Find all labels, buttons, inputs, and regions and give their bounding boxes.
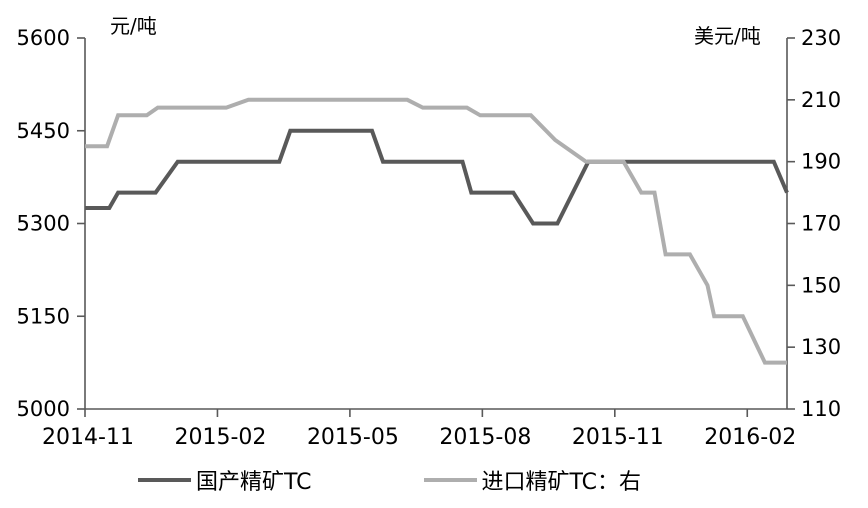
legend-label-domestic: 国产精矿TC	[196, 470, 312, 495]
right-axis-tick-label: 190	[801, 150, 841, 174]
legend-line-swatch-imported	[423, 478, 477, 482]
series-line-1	[85, 97, 787, 365]
left-axis-tick-label: 5300	[17, 212, 70, 236]
legend-item-domestic-tc: 国产精矿TC	[138, 464, 312, 496]
left-axis-unit-label: 元/吨	[110, 14, 157, 38]
right-axis-tick-label: 170	[801, 212, 841, 236]
right-axis-tick-label: 210	[801, 88, 841, 112]
x-axis-tick-label: 2015-05	[307, 425, 399, 450]
legend-line-swatch-domestic	[138, 478, 191, 482]
left-axis-tick-label: 5450	[17, 119, 70, 143]
right-axis-tick-label: 230	[801, 26, 841, 50]
x-axis-tick-label: 2015-02	[174, 425, 266, 450]
x-axis-tick-label: 2016-02	[704, 425, 796, 450]
x-axis-tick-label: 2015-08	[439, 425, 531, 450]
left-axis-tick-label: 5150	[17, 304, 70, 328]
series-line-0	[85, 128, 789, 226]
legend-item-imported-tc: 进口精矿TC：右	[423, 464, 642, 496]
legend-label-imported: 进口精矿TC：右	[481, 470, 642, 495]
dual-axis-line-chart: 5600 5450 5300 5150 5000 230 210 190 170 150 130 11…	[17, 26, 842, 450]
x-axis-tick-label: 2014-11	[42, 425, 134, 450]
left-axis-tick-label: 5600	[17, 26, 70, 50]
right-axis-tick-label: 110	[801, 397, 841, 421]
left-axis-tick-label: 5000	[17, 397, 70, 421]
right-axis-unit-label: 美元/吨	[694, 24, 761, 48]
x-axis-tick-label: 2015-11	[572, 425, 664, 450]
legend: 国产精矿TC 进口精矿TC：右	[138, 464, 641, 496]
right-axis-tick-label: 150	[801, 273, 841, 297]
right-axis-tick-label: 130	[801, 335, 841, 359]
